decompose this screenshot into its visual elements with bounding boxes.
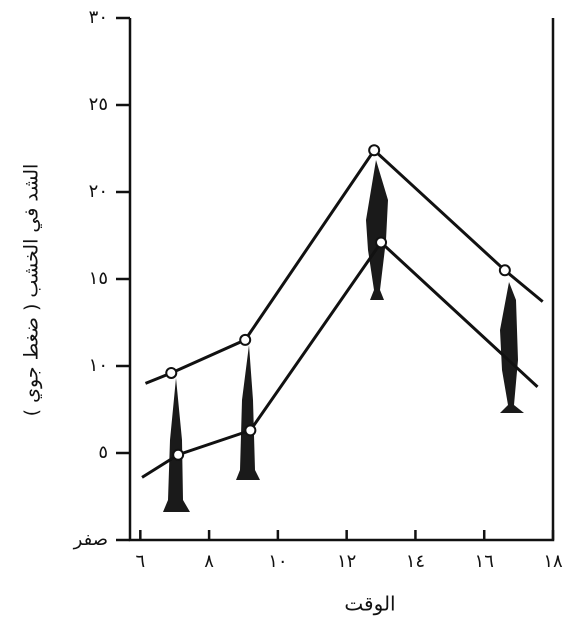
y-tick-label: ٢٠ — [89, 181, 108, 202]
x-tick-label: ١٢ — [337, 551, 356, 572]
x-tick-label: ٨ — [204, 551, 214, 572]
data-point — [244, 424, 257, 437]
range-marks — [163, 160, 524, 512]
data-point — [498, 264, 511, 277]
data-point — [375, 236, 388, 249]
plot-frame — [128, 18, 555, 542]
y-tick-label: ٣٠ — [89, 7, 108, 28]
y-tick-label: ٥ — [98, 442, 108, 463]
y-tick-label: ١٥ — [89, 268, 108, 289]
y-tick-label: ١٠ — [89, 355, 108, 376]
y-tick-label: صفر — [73, 529, 108, 550]
data-point — [172, 448, 185, 461]
series-line — [144, 147, 544, 385]
data-point — [368, 144, 381, 157]
y-axis-label: الشد في الخشب ( ضغط جوي ) — [21, 164, 43, 417]
x-tick-label: ١٨ — [543, 551, 563, 572]
x-tick-label: ١٠ — [268, 551, 287, 572]
x-tick-label: ١٤ — [406, 551, 425, 572]
x-tick-label: ١٦ — [475, 551, 494, 572]
x-tick-label: ٦ — [135, 551, 145, 572]
data-point — [239, 333, 252, 346]
y-tick-label: ٢٥ — [89, 94, 108, 115]
data-point — [165, 366, 178, 379]
x-axis-label: الوقت — [344, 592, 395, 616]
